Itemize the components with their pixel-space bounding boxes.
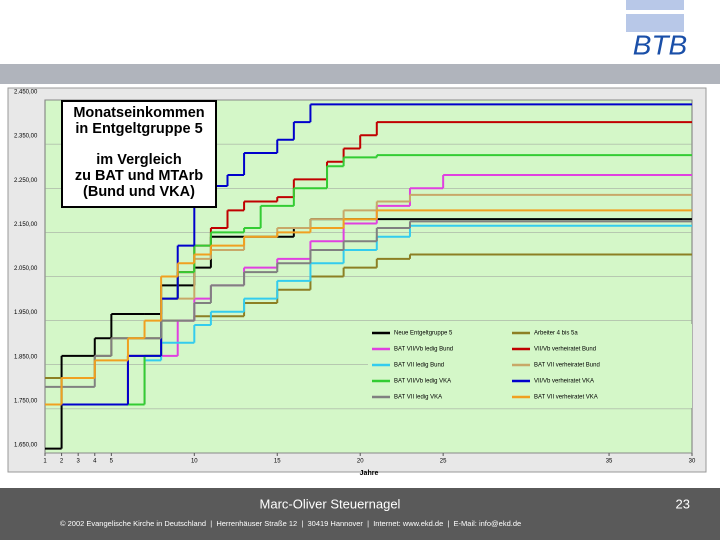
legend-label: VII/Vb verheiratet Bund xyxy=(534,347,596,353)
x-tick-label: 5 xyxy=(110,459,114,465)
x-tick-label: 15 xyxy=(274,459,281,465)
legend-label: BAT VII/Vb ledig VKA xyxy=(394,379,451,385)
footer-band xyxy=(0,488,720,540)
y-tick-label: 2.150,00 xyxy=(14,222,38,228)
legend-label: Neue Entgeltgruppe 5 xyxy=(394,331,453,337)
x-tick-label: 35 xyxy=(606,459,613,465)
presenter: Marc-Oliver Steuernagel xyxy=(260,496,401,511)
y-tick-label: 2.050,00 xyxy=(14,266,38,272)
logo: BTB xyxy=(633,29,687,60)
legend-label: BAT VII/Vb ledig Bund xyxy=(394,347,453,353)
x-tick-label: 2 xyxy=(60,459,64,465)
logo-bar xyxy=(626,0,684,10)
title-line: zu BAT und MTArb xyxy=(75,168,203,184)
x-tick-label: 4 xyxy=(93,459,97,465)
y-tick-label: 1.650,00 xyxy=(14,443,38,449)
title-box xyxy=(61,100,217,208)
y-tick-label: 1.950,00 xyxy=(14,310,38,316)
title-line: in Entgeltgruppe 5 xyxy=(75,121,202,137)
y-tick-label: 2.250,00 xyxy=(14,178,38,184)
page-number: 23 xyxy=(676,496,690,511)
legend: Neue Entgeltgruppe 5 Arbeiter 4 bis 5a BAT… xyxy=(372,331,600,401)
logo-bar xyxy=(626,14,684,32)
legend-label: BAT VII verheiratet Bund xyxy=(534,363,600,369)
title-line: im Vergleich xyxy=(96,152,181,168)
x-tick-label: 25 xyxy=(440,459,447,465)
y-tick-label: 1.750,00 xyxy=(14,398,38,404)
legend-label: BAT VII verheiratet VKA xyxy=(534,395,598,401)
legend-label: BAT VII ledig VKA xyxy=(394,395,442,401)
series xyxy=(45,209,692,406)
x-axis-label: Jahre xyxy=(360,470,379,477)
x-tick-label: 10 xyxy=(191,459,198,465)
legend-label: VII/Vb verheiratet VKA xyxy=(534,379,594,385)
title-line: (Bund und VKA) xyxy=(83,184,195,200)
y-tick-label: 1.850,00 xyxy=(14,354,38,360)
legend-label: BAT VII ledig Bund xyxy=(394,363,444,369)
title-line: Monatseinkommen xyxy=(73,105,204,121)
x-tick-label: 3 xyxy=(77,459,81,465)
x-tick-label: 20 xyxy=(357,459,364,465)
header-band xyxy=(0,64,720,84)
legend-label: Arbeiter 4 bis 5a xyxy=(534,331,578,337)
y-tick-label: 2.350,00 xyxy=(14,134,38,140)
x-tick-label: 1 xyxy=(43,459,47,465)
y-tick-label: 2.450,00 xyxy=(14,90,38,96)
footer-text: © 2002 Evangelische Kirche in Deutschlan… xyxy=(60,519,521,528)
x-tick-label: 30 xyxy=(689,459,696,465)
